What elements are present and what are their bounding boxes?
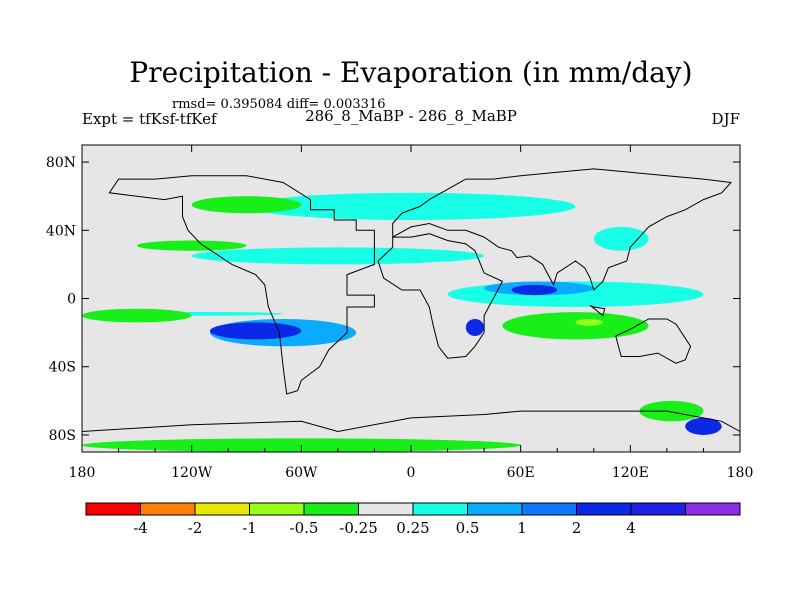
coastline-5 — [81, 410, 741, 433]
contour-region-18 — [685, 417, 722, 435]
x-tick-label-5: 120E — [612, 465, 649, 481]
coastline-4 — [589, 304, 606, 317]
coastline-0 — [108, 175, 375, 395]
colorbar-swatch-4 — [303, 502, 359, 516]
contour-region-0 — [246, 192, 576, 221]
contour-region-15 — [136, 240, 247, 251]
x-tick-label-4: 60E — [507, 465, 535, 481]
colorbar-label-0: -4 — [133, 519, 148, 537]
experiment-label: Expt = tfKsf-tfKef — [82, 110, 218, 128]
colorbar-swatch-8 — [521, 502, 577, 516]
y-tick-label-0: 80N — [46, 155, 76, 171]
colorbar-swatch-7 — [467, 502, 523, 516]
colorbar-label-9: 4 — [626, 519, 636, 537]
colorbar-label-1: -2 — [188, 519, 203, 537]
colorbar-swatch-2 — [194, 502, 250, 516]
colorbar-label-7: 1 — [517, 519, 527, 537]
colorbar-label-2: -1 — [242, 519, 257, 537]
colorbar-label-3: -0.5 — [290, 519, 319, 537]
contour-region-9 — [511, 284, 558, 296]
colorbar-swatch-6 — [412, 502, 468, 516]
chart-title: Precipitation - Evaporation (in mm/day) — [129, 56, 692, 89]
colorbar-swatch-3 — [249, 502, 305, 516]
contour-region-8 — [465, 318, 485, 337]
x-tick-label-3: 0 — [407, 465, 416, 481]
contour-region-14 — [575, 318, 603, 326]
x-tick-label-1: 120W — [171, 465, 213, 481]
y-tick-label-1: 40N — [46, 223, 76, 239]
colorbar-label-5: 0.25 — [396, 519, 429, 537]
contour-region-17 — [639, 400, 704, 422]
y-tick-label-4: 80S — [49, 428, 76, 444]
contour-region-16 — [191, 196, 302, 214]
y-tick-label-3: 40S — [49, 360, 76, 376]
x-tick-label-2: 60W — [285, 465, 318, 481]
colorbar-label-8: 2 — [572, 519, 582, 537]
season-label: DJF — [712, 110, 740, 128]
colorbar-swatch-5 — [358, 502, 414, 516]
colorbar-swatch-0 — [85, 502, 141, 516]
colorbar-label-4: -0.25 — [339, 519, 377, 537]
axis-ticks: 180 120W 60W 0 60E 120E 180 80N 40N 0 40S 80S — [46, 145, 753, 481]
stats-label: rmsd= 0.395084 diff= 0.003316 — [172, 97, 386, 112]
contour-region-4 — [593, 226, 649, 251]
contour-region-10 — [82, 308, 192, 323]
x-tick-label-0: 180 — [69, 465, 96, 481]
contour-region-7 — [209, 322, 302, 340]
coastline-outlines — [81, 168, 741, 433]
coastline-2 — [392, 168, 732, 291]
colorbar-swatch-10 — [630, 502, 686, 516]
colorbar-swatch-9 — [576, 502, 632, 516]
colorbar-swatch-1 — [140, 502, 196, 516]
colorbar: -4 -2 -1 -0.5 -0.25 0.25 0.5 1 2 4 — [85, 502, 741, 537]
plot-area — [82, 145, 740, 452]
coastline-1 — [377, 233, 504, 359]
contour-region-1 — [191, 247, 485, 265]
coastline-3 — [615, 318, 692, 364]
y-tick-label-2: 0 — [67, 292, 76, 308]
x-tick-label-6: 180 — [727, 465, 754, 481]
colorbar-swatch-11 — [685, 502, 741, 516]
colorbar-label-6: 0.5 — [456, 519, 480, 537]
case-label: 286_8_MaBP - 286_8_MaBP — [305, 107, 517, 125]
